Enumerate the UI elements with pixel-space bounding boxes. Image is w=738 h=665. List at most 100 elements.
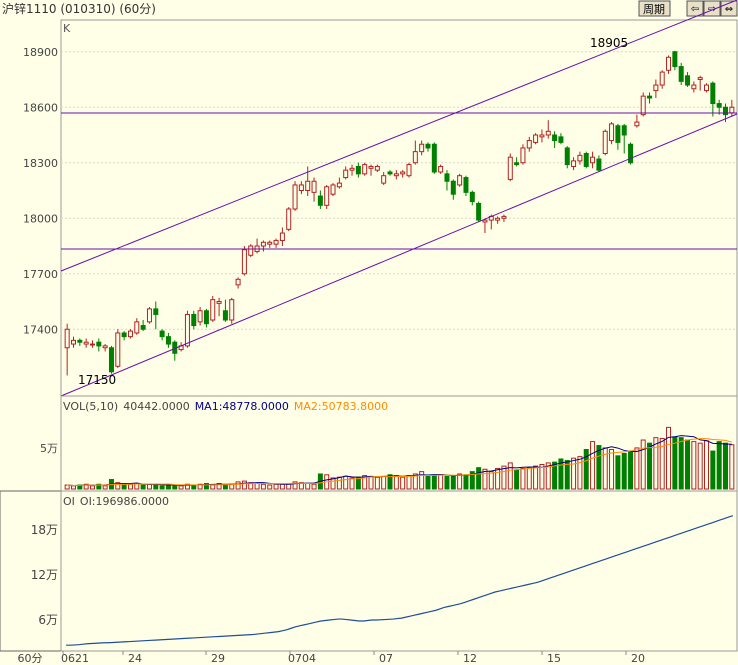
volume-bar [647,442,653,490]
volume-bar [520,467,526,490]
y-tick-label: 17700 [23,268,58,281]
volume-bar [545,462,551,490]
candle-body [108,347,114,373]
volume-bar [691,441,697,490]
candle-body [552,134,558,142]
candle-body [197,310,203,323]
volume-bar [235,481,241,490]
candle-body [539,134,545,138]
svg-text:周期: 周期 [643,3,665,16]
y-tick-label: 18900 [23,46,58,59]
oi-series-line [66,515,734,646]
volume-bar [596,445,602,490]
trendline [60,113,738,397]
candle-body [444,173,450,182]
candle-body [723,106,729,116]
volume-bar [165,484,171,490]
candle-body [514,162,520,166]
volume-bar [89,485,95,490]
volume-bar [191,484,197,490]
candle-body [165,336,171,345]
volume-bar [729,444,735,490]
oi-tick: 6万 [38,613,58,627]
volume-bar [628,450,634,490]
volume-bar [343,475,349,490]
volume-bar [146,483,152,490]
x-tick-label: 24 [128,652,142,665]
volume-bar [279,483,285,490]
oi-legend: OI OI:196986.0000 [63,495,169,508]
volume-bar [444,475,450,490]
volume-bar [463,474,469,490]
candle-body [311,180,317,193]
candle-body [203,310,209,325]
volume-bar [184,483,190,490]
candle-body [279,232,285,241]
volume-bar [653,437,659,490]
volume-bar [197,483,203,490]
candle-body [260,241,266,247]
volume-bar [431,475,437,490]
candle-body [248,245,254,256]
volume-ma-line [67,438,732,486]
volume-bar [260,483,266,490]
volume-bar [558,458,564,490]
volume-bar [172,484,178,490]
candle-body [615,125,621,143]
left-arrow-icon[interactable]: ⇦ [691,4,699,15]
volume-panel: VOL(5,10) 40442.0000 MA1:48778.0000 MA2:507… [40,395,738,492]
volume-bar [621,452,627,490]
candle-body [457,175,463,186]
x-tick-label: 0621 [61,652,89,665]
candle-body [298,184,304,191]
candle-body [463,177,469,193]
low-label: 17150 [78,373,116,387]
oi-line [66,515,734,646]
volume-bar [178,485,184,490]
volume-bar [159,485,165,490]
candle-body [140,325,146,330]
candle-body [115,332,121,367]
volume-bar [716,441,722,490]
candle-body [64,328,70,349]
volume-bar [64,484,70,490]
candle-body [222,310,228,321]
volume-bar [121,484,127,490]
volume-bar [368,475,374,490]
volume-bar [457,473,463,490]
volume-bar [102,485,108,490]
candle-body [450,180,456,195]
double-arrow-icon[interactable]: ⇔ [725,4,733,15]
volume-bar [412,473,418,490]
volume-bar [127,483,133,490]
volume-bar [450,475,456,490]
candle-body [621,125,627,136]
volume-bar [634,447,640,490]
candle-body [704,84,710,92]
volume-bar [305,482,311,490]
candle-body [343,169,349,179]
candle-body [609,123,615,142]
candle-body [495,217,501,221]
x-tick-label: 12 [463,652,477,665]
candle-body [710,82,716,105]
volume-bar [362,475,368,490]
volume-bar [590,441,596,490]
volume-bar [241,480,247,490]
volume-bar [140,484,146,490]
volume-bar [115,482,121,490]
candle-body [374,165,380,171]
period-button[interactable]: 周期 [638,0,671,17]
candle-body [267,241,273,245]
volume-bar [292,481,298,490]
oi-tick: 18万 [31,523,58,537]
price-panel: K 18905 17150 18900 18600 18300 18000 17700 1… [23,0,738,397]
candle-body [520,147,526,164]
volume-bar [425,475,431,490]
candle-body [400,171,406,175]
volume-bar [374,476,380,490]
volume-bar [609,449,615,490]
candle-body [533,134,539,143]
candle-body [305,180,311,191]
candle-body [286,208,292,230]
